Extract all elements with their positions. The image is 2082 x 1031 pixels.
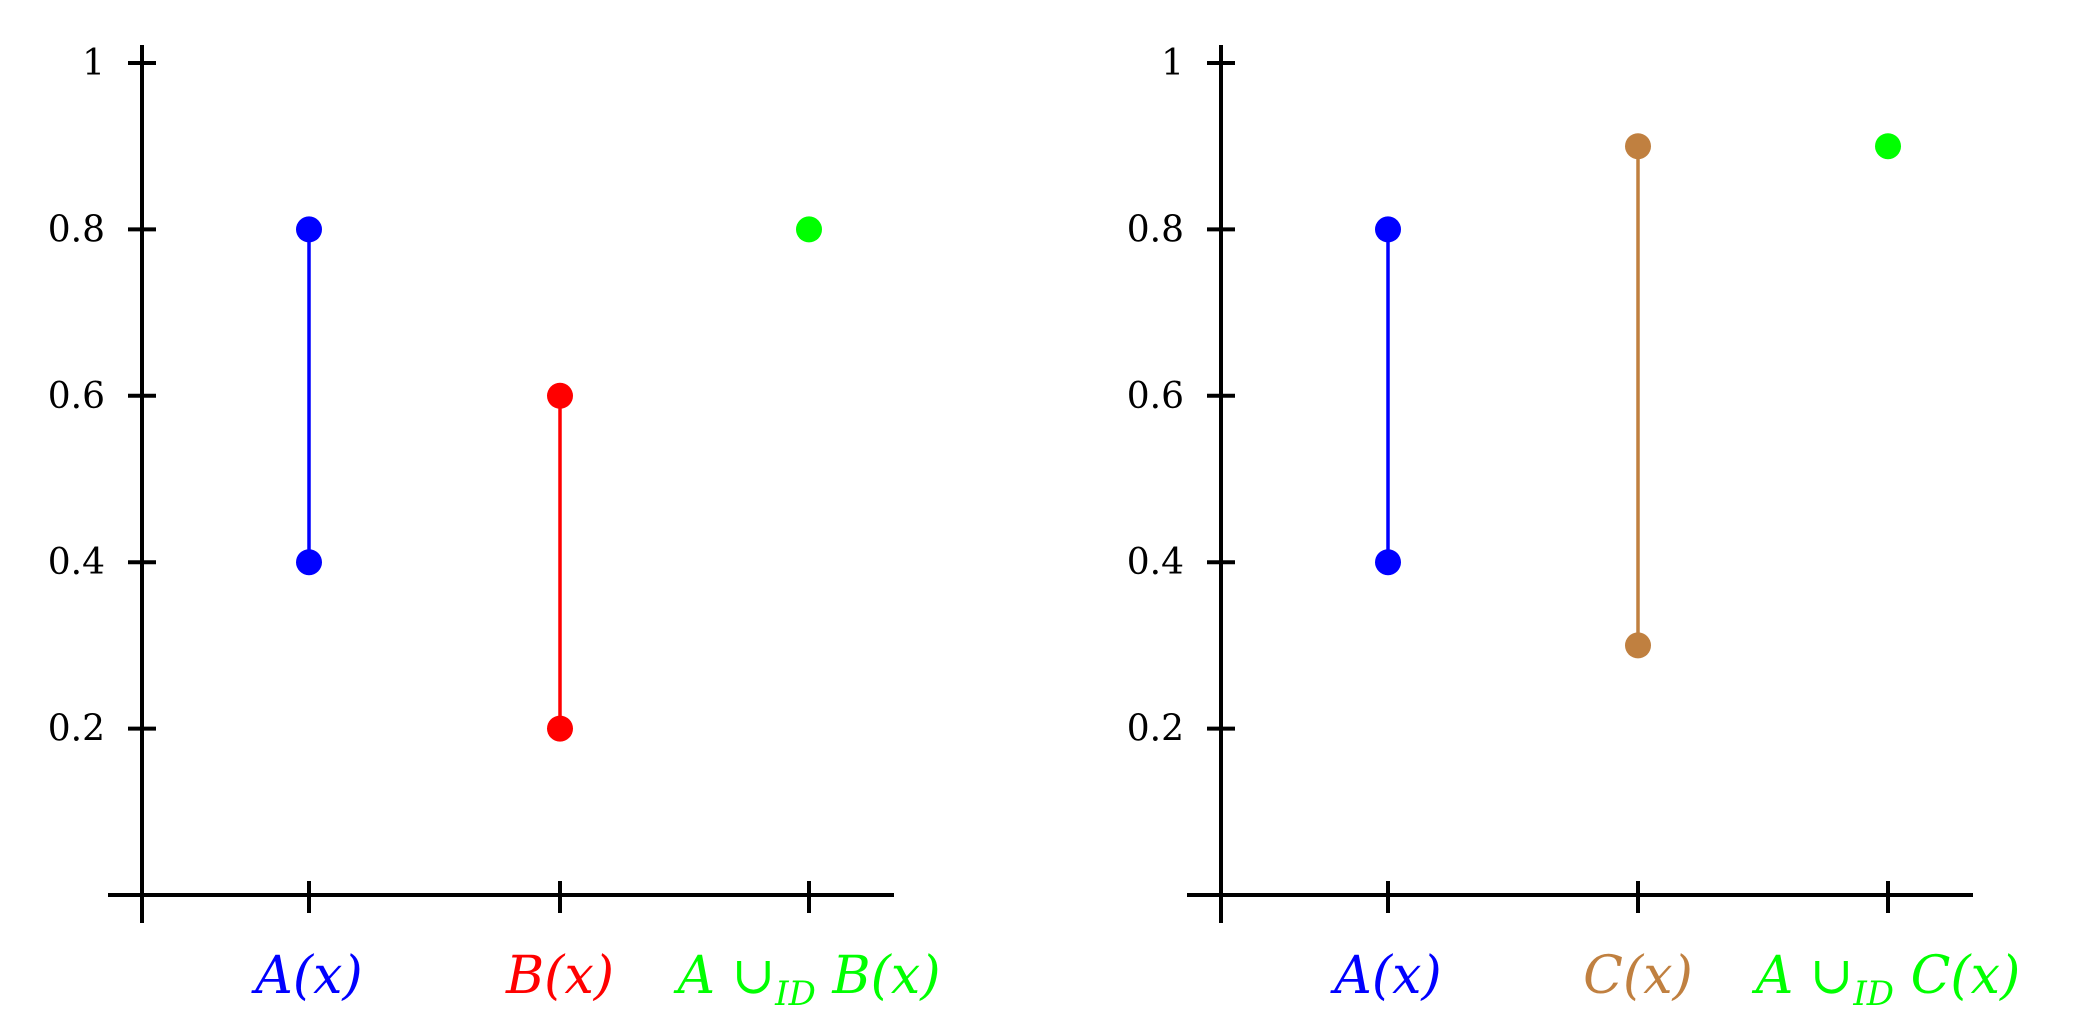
y-tick-label: 0.4 [1127, 542, 1184, 583]
data-point [296, 549, 322, 576]
data-point [1625, 133, 1651, 160]
data-point [547, 715, 573, 742]
chart-panel-1: 1 0.8 0.6 0.4 0.2 A(x) B(x) A ∪ID B(x) [48, 43, 941, 1014]
y-tick-label: 0.8 [1127, 209, 1184, 250]
data-point [1875, 133, 1901, 160]
y-tick-label: 0.2 [48, 709, 105, 750]
data-point [1375, 216, 1401, 243]
y-tick-label: 0.2 [1127, 709, 1184, 750]
category-label: A ∪ID B(x) [673, 946, 940, 1014]
category-label: A(x) [1330, 946, 1441, 1006]
category-label: C(x) [1583, 946, 1693, 1006]
data-point [1625, 632, 1651, 659]
y-tick-label: 0.4 [48, 542, 105, 583]
y-tick-label: 0.6 [1127, 376, 1184, 417]
data-point [1375, 549, 1401, 576]
category-label: A(x) [251, 946, 362, 1006]
data-point [296, 216, 322, 243]
y-tick-label: 0.8 [48, 209, 105, 250]
y-tick-label: 0.6 [48, 376, 105, 417]
y-tick-label: 1 [82, 43, 105, 84]
category-label: B(x) [505, 946, 614, 1006]
data-point [547, 382, 573, 409]
data-point [796, 216, 822, 243]
chart-panel-2: 1 0.8 0.6 0.4 0.2 A(x) C(x) A ∪ID C(x) [1127, 43, 2021, 1014]
category-label: A ∪ID C(x) [1752, 946, 2021, 1014]
y-tick-label: 1 [1161, 43, 1184, 84]
